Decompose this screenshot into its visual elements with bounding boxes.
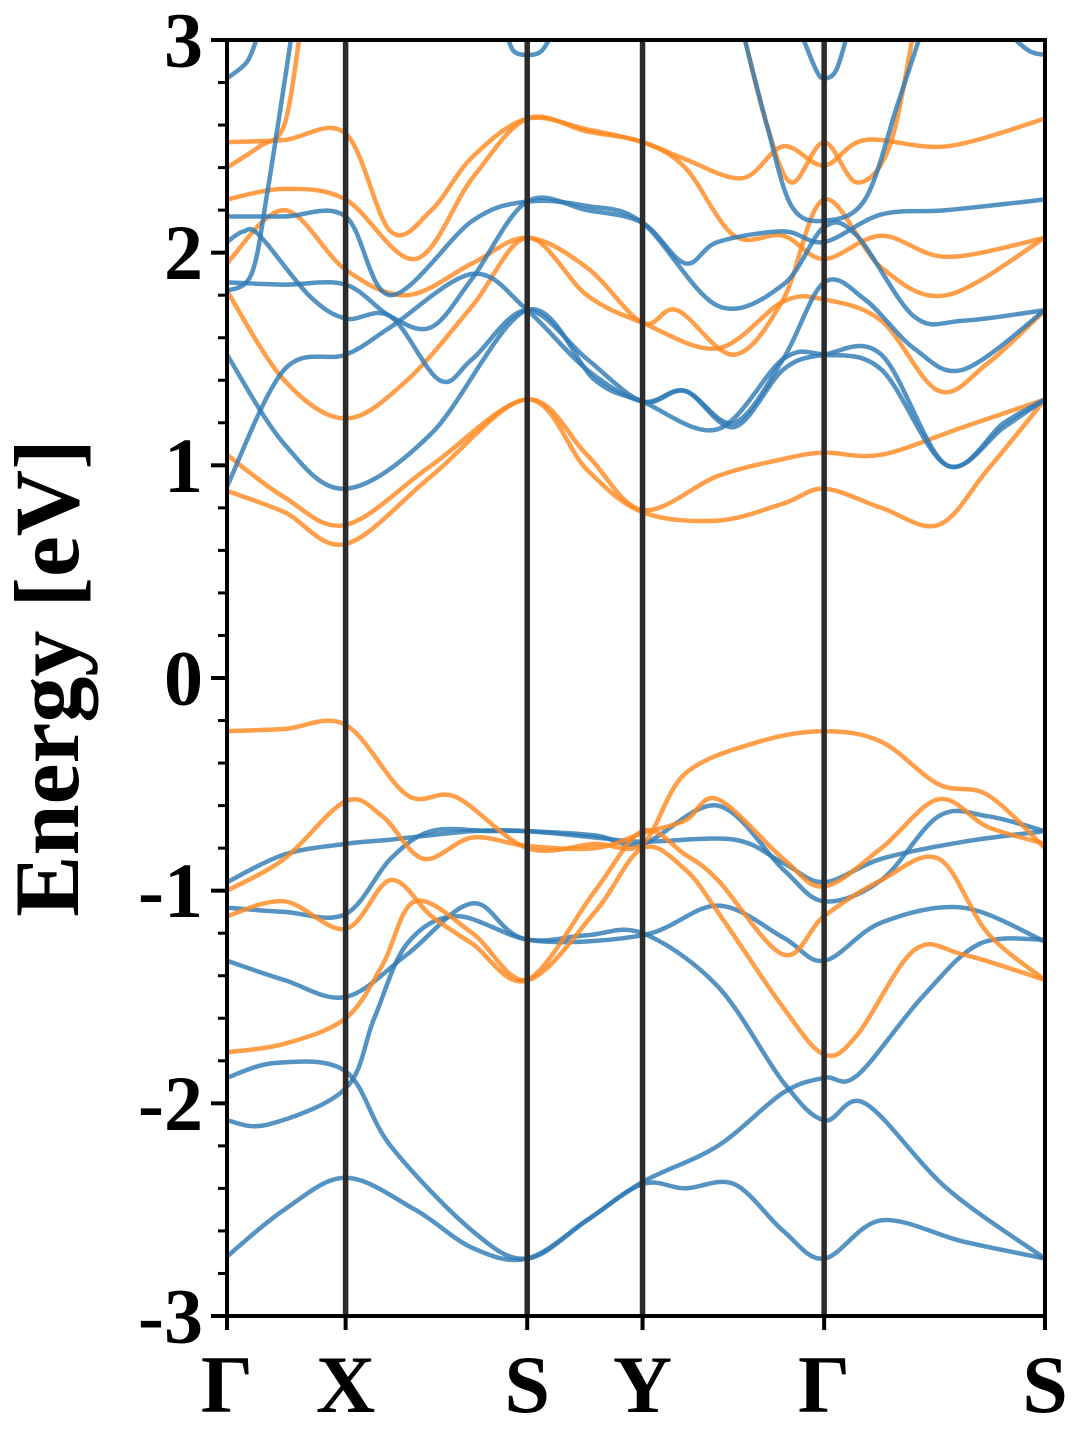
- y-tick-label: -2: [138, 1060, 203, 1147]
- band-line-blue-19: [227, 271, 1045, 489]
- band-line-orange-11: [227, 397, 1045, 548]
- band-line-blue-21: [227, 195, 1045, 332]
- y-axis-ticks: -3 -2 -1 0 1 2 3: [138, 0, 227, 1360]
- band-line-blue-24: [227, 40, 294, 294]
- plot-frame: [225, 38, 1047, 1318]
- band-line-blue-6: [227, 803, 1045, 920]
- band-line-blue-29: [1012, 40, 1045, 58]
- band-line-blue-3: [227, 1059, 1045, 1261]
- band-line-orange-13: [227, 235, 1045, 421]
- kpoint-label: X: [316, 1339, 375, 1430]
- y-axis-label: Energy [eV]: [0, 439, 98, 917]
- y-tick-label: 1: [164, 422, 203, 509]
- y-tick-label: 2: [164, 209, 203, 296]
- band-line-orange-10: [227, 844, 1045, 1059]
- kpoint-label: S: [504, 1339, 550, 1430]
- band-line-orange-16: [227, 115, 1045, 238]
- band-lines: [227, 40, 1045, 1263]
- high-symmetry-lines: [342, 40, 827, 1316]
- y-tick-label: -3: [138, 1273, 203, 1360]
- kpoint-label: S: [1022, 1339, 1068, 1430]
- kpoint-label: Γ: [201, 1339, 253, 1430]
- kpoint-label: Y: [613, 1339, 672, 1430]
- band-line-blue-25: [227, 40, 259, 81]
- band-line-blue-23: [227, 198, 1045, 327]
- band-line-blue-22: [227, 226, 1045, 426]
- y-tick-label: -1: [138, 847, 203, 934]
- band-line-blue-2: [227, 913, 1045, 1261]
- band-line-blue-4: [227, 901, 1045, 1000]
- band-line-blue-1: [227, 936, 1045, 1263]
- y-tick-label: 0: [164, 635, 203, 722]
- y-tick-label: 3: [164, 0, 203, 84]
- kpoint-label: Γ: [798, 1339, 850, 1430]
